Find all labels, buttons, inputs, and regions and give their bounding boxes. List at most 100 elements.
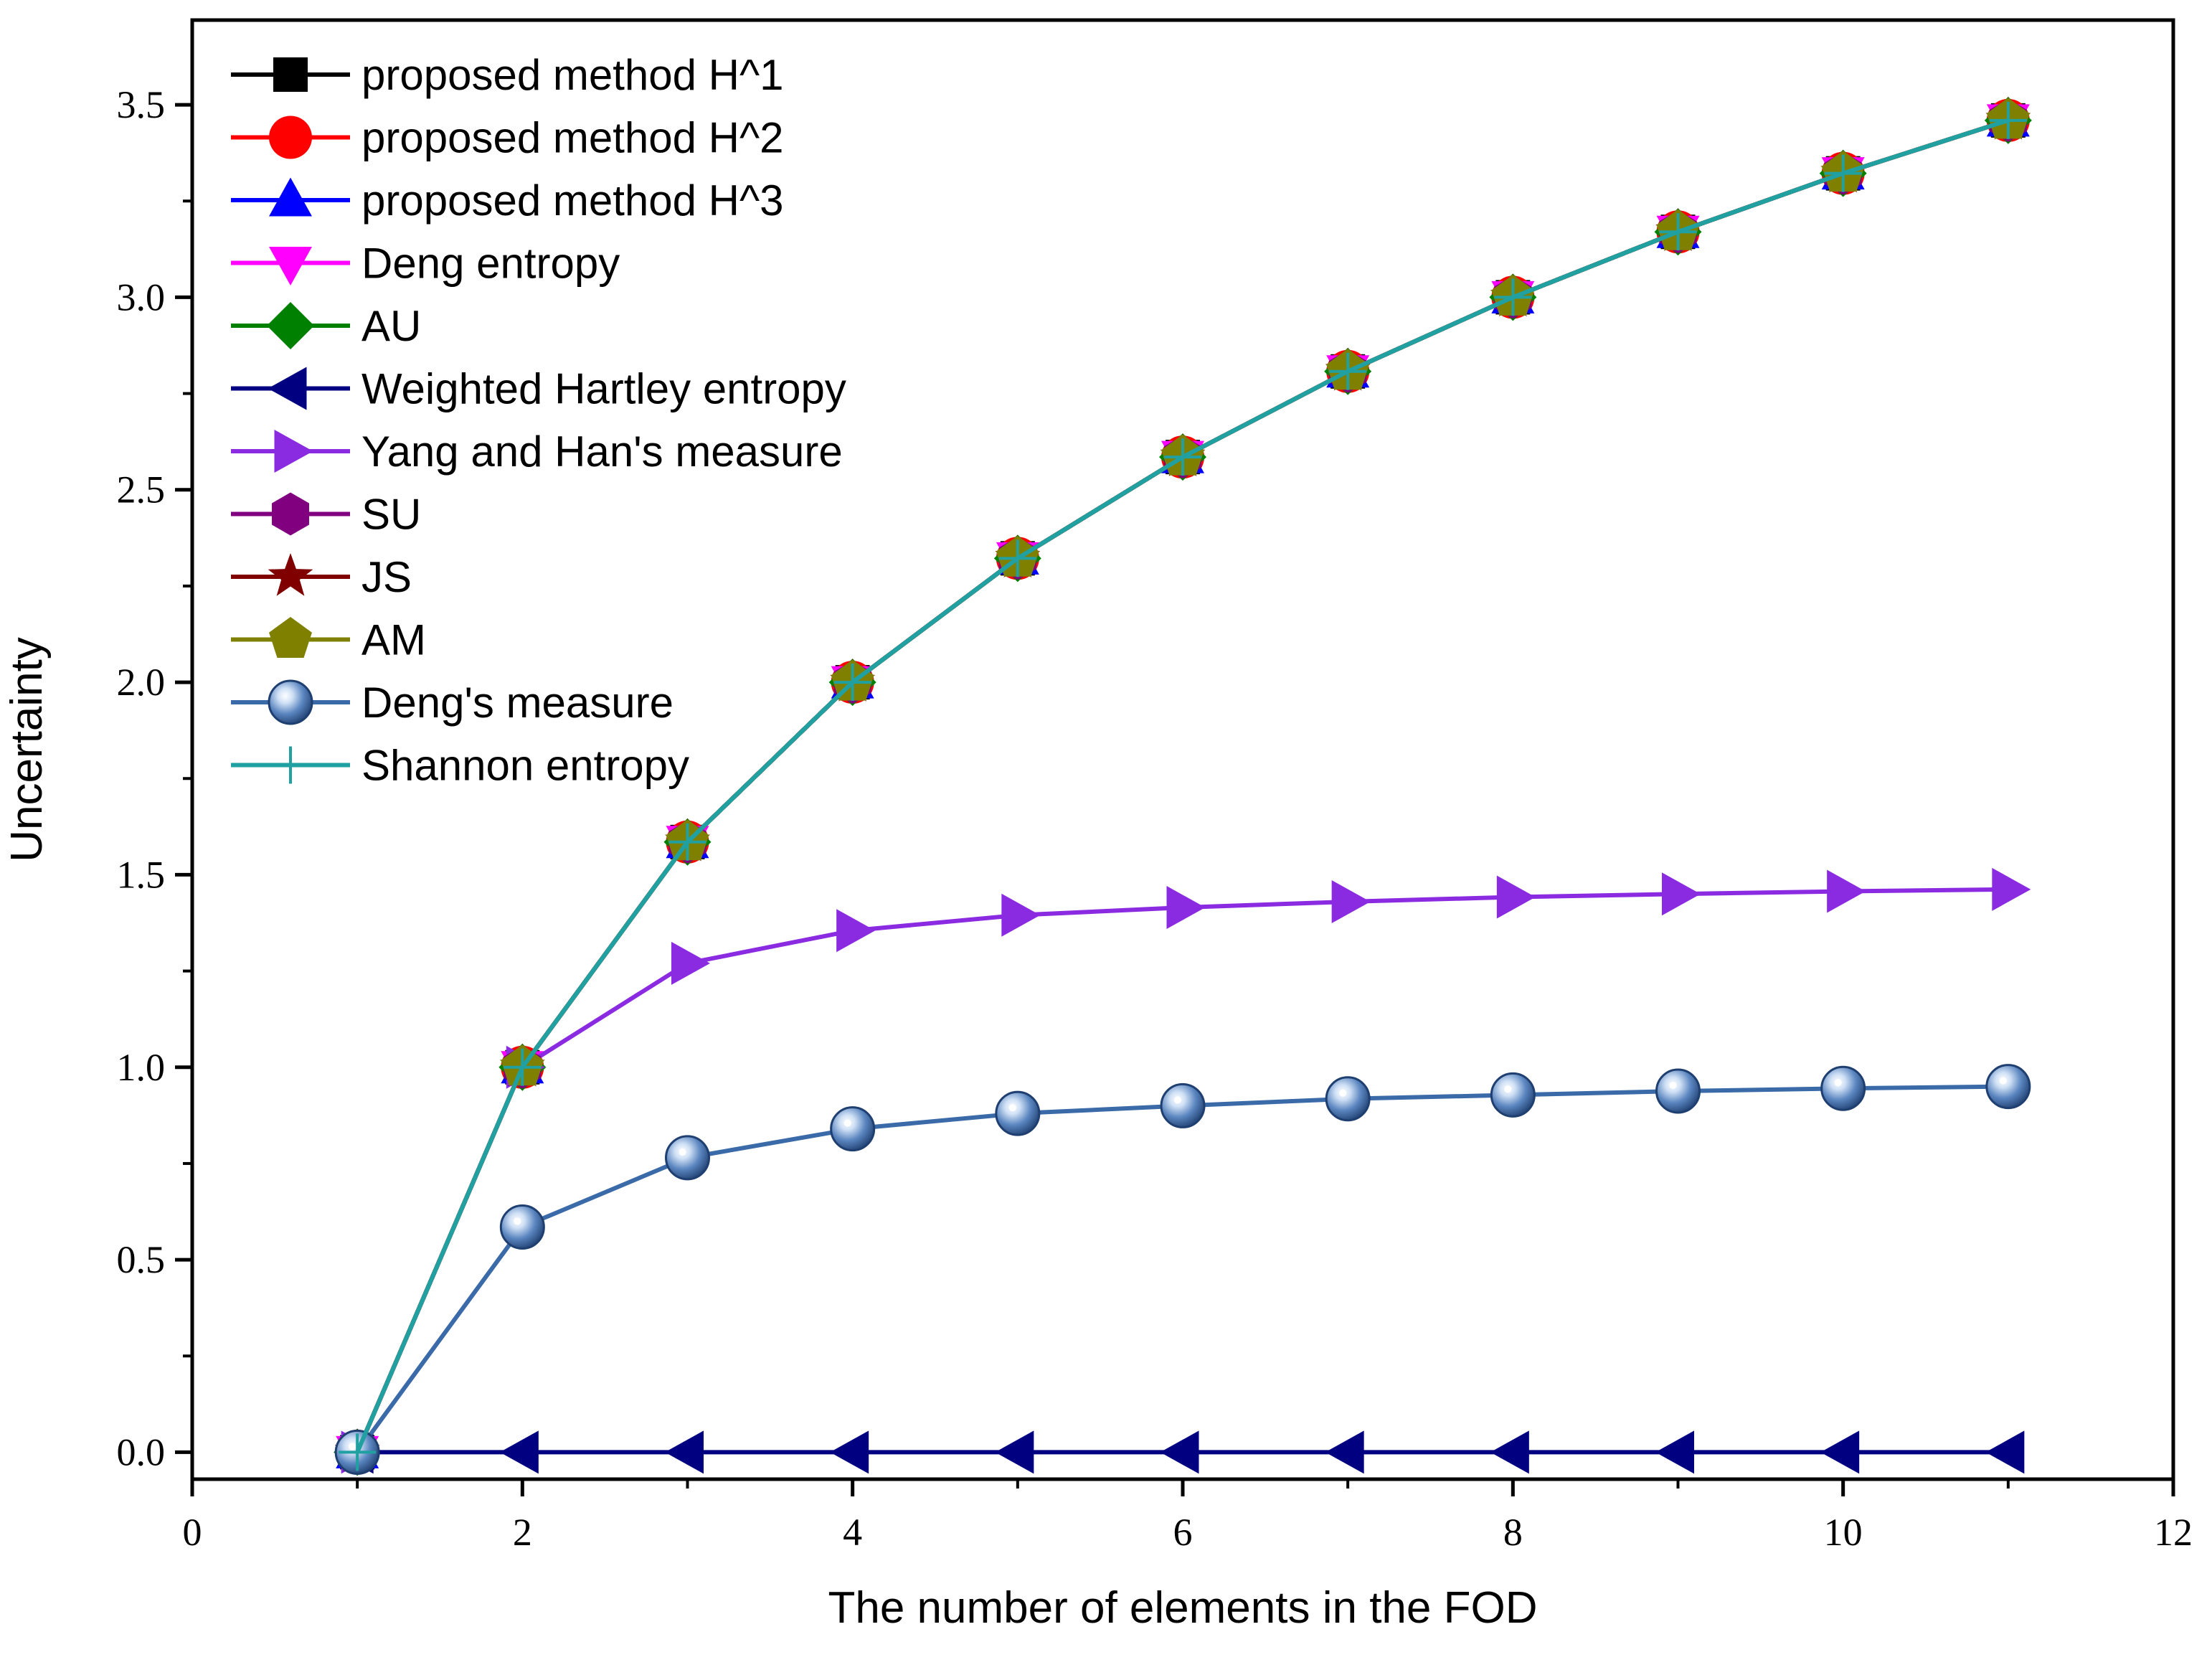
plus-marker bbox=[668, 823, 706, 861]
circle-marker bbox=[269, 115, 312, 159]
triangle-left-marker bbox=[1490, 1430, 1529, 1474]
y-tick-label: 1.5 bbox=[117, 853, 166, 896]
legend: proposed method H^1 proposed method H^2 pr… bbox=[231, 51, 846, 790]
y-tick-label: 1.0 bbox=[117, 1046, 166, 1089]
sphere-highlight bbox=[514, 1217, 521, 1225]
legend-label: SU bbox=[361, 491, 421, 539]
sphere-marker bbox=[665, 1135, 710, 1181]
axes-layer: 0 2 4 6 8 10 12 0.0 0.5 1.0 1.5 2.0 2.5 3.0 3.5 bbox=[117, 83, 2193, 1554]
legend-item: JS bbox=[231, 553, 412, 601]
triangle-right-marker bbox=[1496, 875, 1536, 919]
sphere-highlight bbox=[1008, 1104, 1016, 1112]
plus-marker bbox=[339, 1433, 377, 1471]
square-marker bbox=[273, 57, 308, 92]
sphere-highlight bbox=[1999, 1077, 2007, 1085]
x-axis-title: The number of elements in the FOD bbox=[828, 1583, 1537, 1633]
plus-marker bbox=[504, 1048, 542, 1086]
pentagon-marker bbox=[269, 617, 312, 658]
sphere-marker bbox=[1985, 1064, 2031, 1110]
legend-label: Deng entropy bbox=[361, 240, 620, 288]
plus-marker bbox=[272, 746, 309, 784]
sphere-marker bbox=[1325, 1076, 1371, 1122]
plus-marker bbox=[1659, 213, 1697, 251]
triangle-left-marker bbox=[1985, 1430, 2025, 1474]
sphere-marker bbox=[268, 679, 313, 725]
sphere-marker bbox=[1490, 1072, 1536, 1118]
plus-marker bbox=[1494, 278, 1532, 316]
legend-label: Shannon entropy bbox=[361, 742, 689, 790]
plus-marker bbox=[1329, 352, 1367, 390]
triangle-right-marker bbox=[274, 430, 313, 473]
x-tick-label: 4 bbox=[843, 1511, 862, 1554]
legend-label: proposed method H^3 bbox=[361, 176, 784, 225]
sphere-marker bbox=[995, 1090, 1041, 1136]
y-tick-label: 3.0 bbox=[117, 275, 166, 319]
sphere-marker bbox=[499, 1204, 545, 1250]
series-weighted-hartley-entropy bbox=[334, 1430, 2025, 1474]
legend-label: proposed method H^1 bbox=[361, 51, 784, 99]
triangle-left-marker bbox=[1325, 1430, 1364, 1474]
legend-label: Yang and Han's measure bbox=[361, 428, 843, 476]
x-tick-label: 8 bbox=[1503, 1511, 1523, 1554]
diamond-marker bbox=[267, 302, 314, 349]
plus-marker bbox=[1824, 154, 1862, 192]
series-deng-s-measure bbox=[334, 1064, 2031, 1475]
triangle-down-marker bbox=[269, 247, 312, 286]
triangle-left-marker bbox=[1820, 1430, 1860, 1474]
triangle-left-marker bbox=[830, 1430, 869, 1474]
plus-marker bbox=[1989, 101, 2027, 139]
legend-item: Shannon entropy bbox=[231, 742, 689, 790]
triangle-right-marker bbox=[836, 909, 876, 953]
triangle-left-marker bbox=[995, 1430, 1034, 1474]
triangle-right-marker bbox=[1662, 872, 1701, 916]
triangle-left-marker bbox=[268, 367, 307, 410]
legend-label: Weighted Hartley entropy bbox=[361, 365, 846, 413]
triangle-left-marker bbox=[499, 1430, 539, 1474]
triangle-right-marker bbox=[671, 941, 710, 985]
sphere-highlight bbox=[679, 1148, 686, 1156]
triangle-right-marker bbox=[1331, 879, 1371, 923]
legend-item: Yang and Han's measure bbox=[231, 428, 843, 476]
legend-label: AM bbox=[361, 616, 426, 664]
y-tick-label: 0.0 bbox=[117, 1430, 166, 1473]
sphere-highlight bbox=[843, 1119, 851, 1127]
x-tick-label: 12 bbox=[2154, 1511, 2193, 1554]
triangle-right-marker bbox=[1827, 869, 1866, 913]
legend-item: proposed method H^3 bbox=[231, 176, 784, 225]
series-deng-entropy bbox=[336, 104, 2030, 1475]
legend-item: Weighted Hartley entropy bbox=[231, 365, 846, 413]
sphere-highlight bbox=[1504, 1085, 1512, 1093]
series-layer bbox=[334, 96, 2032, 1476]
y-tick-label: 2.5 bbox=[117, 468, 166, 511]
triangle-right-marker bbox=[1992, 867, 2031, 911]
sphere-marker bbox=[1820, 1065, 1866, 1111]
legend-label: proposed method H^2 bbox=[361, 114, 784, 162]
triangle-right-marker bbox=[1166, 886, 1206, 930]
legend-item: AM bbox=[231, 616, 426, 664]
series-shannon-entropy bbox=[339, 101, 2027, 1471]
sphere-highlight bbox=[1669, 1082, 1677, 1090]
legend-item: Deng's measure bbox=[231, 679, 673, 727]
triangle-left-marker bbox=[1655, 1430, 1694, 1474]
x-tick-label: 0 bbox=[183, 1511, 202, 1554]
y-tick-label: 2.0 bbox=[117, 661, 166, 704]
x-tick-label: 6 bbox=[1173, 1511, 1193, 1554]
triangle-right-marker bbox=[1001, 893, 1041, 937]
legend-item: AU bbox=[231, 302, 421, 350]
sphere-highlight bbox=[1339, 1089, 1347, 1097]
legend-item: proposed method H^2 bbox=[231, 114, 784, 162]
sphere-marker bbox=[1160, 1082, 1206, 1128]
sphere-highlight bbox=[1834, 1079, 1842, 1087]
y-axis-title: Uncertainty bbox=[2, 637, 52, 862]
series-line bbox=[355, 1084, 2008, 1454]
star-marker bbox=[268, 553, 313, 596]
legend-label: AU bbox=[361, 302, 421, 350]
series-yang-and-han-s-measure bbox=[341, 867, 2031, 1474]
triangle-up-marker bbox=[269, 177, 312, 217]
legend-item: Deng entropy bbox=[231, 240, 620, 288]
triangle-left-marker bbox=[665, 1430, 704, 1474]
legend-label: Deng's measure bbox=[361, 679, 673, 727]
sphere-highlight bbox=[349, 1443, 356, 1450]
plus-marker bbox=[1164, 438, 1201, 476]
sphere-marker bbox=[830, 1106, 876, 1152]
